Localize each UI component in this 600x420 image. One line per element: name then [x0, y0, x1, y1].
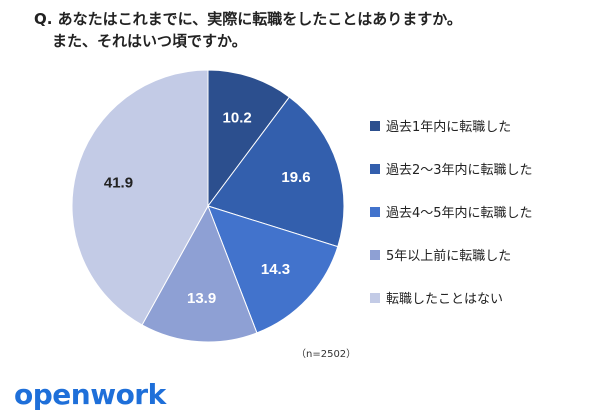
- question-text: Q. あなたはこれまでに、実際に転職をしたことはありますか。 また、それはいつ頃…: [34, 8, 462, 52]
- pie-slice-2: [207, 96, 345, 248]
- legend-item-2: 過去2〜3年内に転職した: [370, 147, 533, 190]
- openwork-logo: openwork: [14, 378, 166, 411]
- legend-swatch-4: [370, 249, 380, 260]
- sample-size-note: （n=2502）: [296, 349, 357, 360]
- legend-swatch-2: [370, 163, 380, 174]
- pie-slice-4-value: 13.9: [187, 290, 216, 307]
- legend-label-2: 過去2〜3年内に転職した: [386, 163, 533, 178]
- pie-slice-5-value: 41.9: [104, 174, 133, 191]
- pie-slice-3-value: 14.3: [261, 261, 290, 278]
- pie-slice-4: [141, 204, 258, 343]
- legend-label-3: 過去4〜5年内に転職した: [386, 206, 533, 221]
- legend-item-5: 転職したことはない: [370, 276, 533, 319]
- pie-slice-1-value: 10.2: [223, 110, 252, 127]
- legend-label-4: 5年以上前に転職した: [386, 249, 512, 264]
- legend-swatch-3: [370, 206, 380, 217]
- legend-item-1: 過去1年内に転職した: [370, 104, 533, 147]
- legend-item-4: 5年以上前に転職した: [370, 233, 533, 276]
- pie-slice-5: [71, 69, 209, 326]
- legend-label-5: 転職したことはない: [386, 292, 504, 307]
- pie-slice-2-value: 19.6: [281, 169, 310, 186]
- chart-legend: 過去1年内に転職した過去2〜3年内に転職した 過去4〜5年内に転職した 5年以上前に…: [370, 104, 533, 319]
- legend-swatch-1: [370, 120, 380, 131]
- legend-label-1: 過去1年内に転職した: [386, 120, 512, 135]
- pie-slice-1: [207, 69, 291, 208]
- pie-slice-3: [207, 205, 339, 334]
- legend-swatch-5: [370, 292, 380, 303]
- question-line-2: また、それはいつ頃ですか。: [52, 32, 247, 50]
- question-line-1: Q. あなたはこれまでに、実際に転職をしたことはありますか。: [34, 10, 462, 28]
- legend-item-3: 過去4〜5年内に転職した: [370, 190, 533, 233]
